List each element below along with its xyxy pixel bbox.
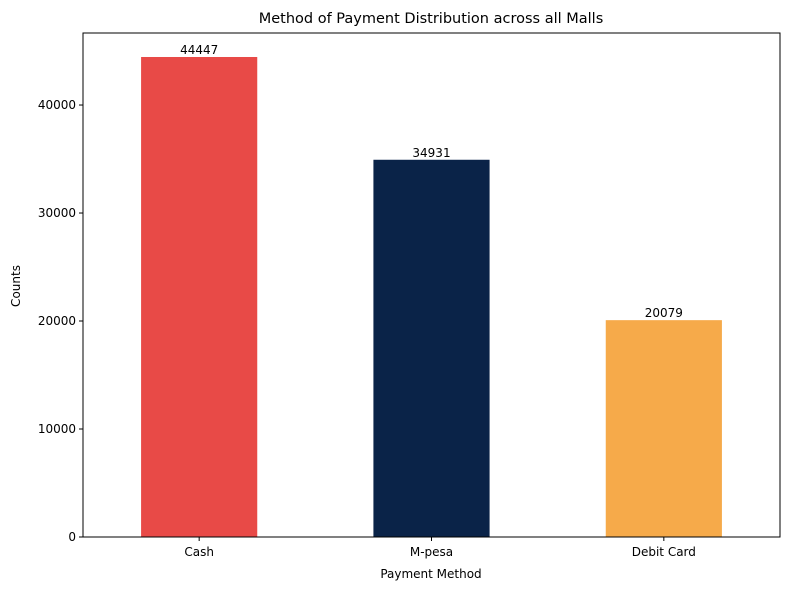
y-tick-label: 40000 (38, 98, 76, 112)
y-tick-label: 20000 (38, 314, 76, 328)
bar-m-pesa (373, 159, 490, 537)
y-tick-label: 10000 (38, 422, 76, 436)
data-label: 20079 (645, 306, 683, 320)
bar-debit-card (605, 320, 722, 537)
x-tick-label: Cash (184, 545, 214, 559)
chart-title: Method of Payment Distribution across al… (259, 11, 604, 27)
x-axis: Cash M-pesa Debit Card (184, 537, 696, 559)
bars-group (141, 56, 722, 537)
y-tick-label: 0 (68, 530, 76, 544)
y-axis: 0 10000 20000 30000 40000 (38, 98, 83, 544)
x-tick-label: Debit Card (632, 545, 696, 559)
data-label: 44447 (180, 43, 218, 57)
y-axis-label: Counts (9, 265, 23, 307)
bar-cash (141, 56, 258, 537)
plot-frame (82, 32, 781, 538)
x-axis-label: Payment Method (380, 567, 481, 581)
data-labels-group: 44447 34931 20079 (180, 43, 683, 320)
x-tick-label: M-pesa (410, 545, 453, 559)
data-label: 34931 (412, 146, 450, 160)
y-tick-label: 30000 (38, 206, 76, 220)
